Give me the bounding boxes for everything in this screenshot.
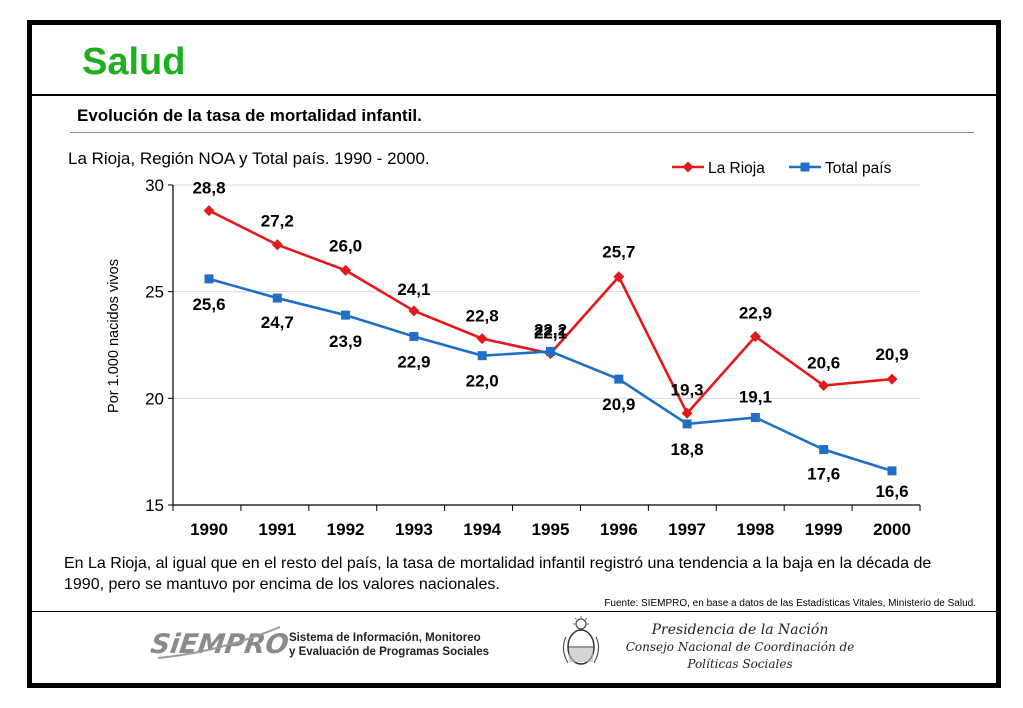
siempro-logo-text: SiEMPRO — [150, 629, 290, 660]
data-label-0-1993: 24,1 — [397, 280, 430, 299]
data-point-1-1995 — [546, 346, 555, 356]
data-label-1-1992: 23,9 — [329, 332, 362, 351]
slide-frame: Salud Evolución de la tasa de mortalidad… — [27, 20, 1001, 688]
subtitle-divider — [70, 132, 974, 133]
y-tick-label: 30 — [145, 176, 164, 195]
data-point-1-2000 — [887, 466, 897, 476]
x-tick-label-1990: 1990 — [190, 520, 228, 539]
data-point-0-1994 — [476, 333, 488, 345]
data-labels: 28,8 27,2 26,0 24,1 22,8 22,1 25,7 19,3 22,9 20,6… — [192, 179, 908, 501]
data-point-0-1998 — [749, 330, 761, 342]
title-divider — [32, 94, 996, 96]
data-label-1-1991: 24,7 — [261, 313, 294, 332]
series-line-1 — [208, 277, 893, 473]
y-tick-label: 20 — [145, 389, 164, 408]
data-label-0-1998: 22,9 — [739, 303, 772, 322]
data-point-1-1999 — [819, 445, 829, 455]
data-label-1-1994: 22,0 — [466, 372, 499, 391]
data-label-0-1990: 28,8 — [192, 179, 225, 198]
data-label-0-1999: 20,6 — [807, 354, 840, 373]
data-point-0-1996 — [613, 271, 625, 283]
data-label-1-1999: 17,6 — [807, 465, 840, 484]
data-point-0-1992 — [340, 264, 352, 276]
chart-subtitle: Evolución de la tasa de mortalidad infan… — [77, 106, 422, 125]
data-label-1-1995: 22,2 — [534, 320, 567, 339]
series-line-0 — [208, 209, 893, 416]
data-label-1-2000: 16,6 — [875, 482, 908, 501]
x-tick-label-1995: 1995 — [532, 520, 570, 539]
data-label-0-1997: 19,3 — [671, 380, 704, 399]
data-point-1-1994 — [477, 351, 487, 361]
grid-lines — [173, 184, 920, 399]
siempro-caption-line2: y Evaluación de Programas Sociales — [289, 646, 490, 658]
x-tick-label-2000: 2000 — [873, 520, 911, 539]
argentina-coat-of-arms-icon — [562, 616, 600, 665]
data-point-1-1990 — [204, 274, 214, 284]
source-note: Fuente: SIEMPRO, en base a datos de las … — [604, 598, 976, 609]
x-tick-label-1992: 1992 — [327, 520, 365, 539]
x-tick-label-1998: 1998 — [736, 520, 774, 539]
x-tick-label-1991: 1991 — [258, 520, 296, 539]
data-point-1-1996 — [614, 374, 624, 384]
data-point-0-1997 — [681, 407, 693, 419]
legend-marker-1 — [800, 162, 810, 172]
data-label-1-1990: 25,6 — [192, 295, 225, 314]
siempro-logo: SiEMPRO — [150, 626, 290, 660]
presidencia-line3: Políticas Sociales — [687, 657, 793, 671]
x-tick-label-1993: 1993 — [395, 520, 433, 539]
x-tick-label-1996: 1996 — [600, 520, 638, 539]
data-point-0-1990 — [203, 205, 215, 217]
data-label-0-1992: 26,0 — [329, 236, 362, 255]
chart-title: La Rioja, Región NOA y Total país. 1990 … — [68, 149, 430, 168]
legend-label-1: Total país — [825, 160, 892, 177]
data-label-0-1994: 22,8 — [466, 307, 499, 326]
y-tick-label: 25 — [145, 283, 164, 302]
data-point-1-1991 — [272, 293, 282, 303]
data-point-1-1998 — [750, 413, 760, 423]
siempro-caption: Sistema de Información, Monitoreo y Eval… — [289, 631, 489, 659]
data-point-1-1993 — [409, 331, 419, 341]
data-label-0-1996: 25,7 — [602, 243, 635, 262]
legend: La Rioja Total país — [672, 160, 892, 177]
data-label-1-1993: 22,9 — [397, 352, 430, 371]
data-label-1-1998: 19,1 — [739, 388, 772, 407]
data-label-1-1997: 18,8 — [671, 440, 704, 459]
series-layer — [203, 205, 898, 476]
x-tick-label-1999: 1999 — [805, 520, 843, 539]
data-label-0-2000: 20,9 — [875, 345, 908, 364]
data-label-1-1996: 20,9 — [602, 395, 635, 414]
data-point-0-1991 — [271, 239, 283, 251]
data-point-0-1999 — [818, 380, 830, 392]
legend-marker-0 — [682, 161, 694, 173]
presidencia-block: Presidencia de la Nación Consejo Naciona… — [620, 621, 860, 673]
presidencia-line2: Consejo Nacional de Coordinación de — [625, 640, 855, 654]
x-tick-label-1994: 1994 — [463, 520, 501, 539]
chart-description: En La Rioja, al igual que en el resto de… — [64, 555, 932, 593]
data-point-1-1997 — [682, 419, 692, 429]
data-point-0-1993 — [408, 305, 420, 317]
axes: 15 20 25 30 1990 1991 1992 1993 1994 1995 1996 1997… — [145, 176, 921, 539]
data-label-0-1991: 27,2 — [261, 212, 294, 231]
line-chart: 15 20 25 30 1990 1991 1992 1993 1994 1995 1996 1997… — [68, 149, 921, 539]
legend-label-0: La Rioja — [708, 160, 765, 177]
x-tick-label-1997: 1997 — [668, 520, 706, 539]
siempro-caption-line1: Sistema de Información, Monitoreo — [289, 632, 481, 644]
data-label-0-1995: 22,1 — [534, 324, 567, 343]
data-point-0-2000 — [886, 373, 898, 385]
presidencia-line1: Presidencia de la Nación — [651, 622, 829, 638]
footer-divider — [32, 611, 996, 612]
page-title: Salud — [82, 41, 186, 83]
y-tick-label: 15 — [145, 496, 164, 515]
data-point-1-1992 — [341, 310, 351, 320]
y-axis-label: Por 1.000 nacidos vivos — [106, 259, 122, 413]
